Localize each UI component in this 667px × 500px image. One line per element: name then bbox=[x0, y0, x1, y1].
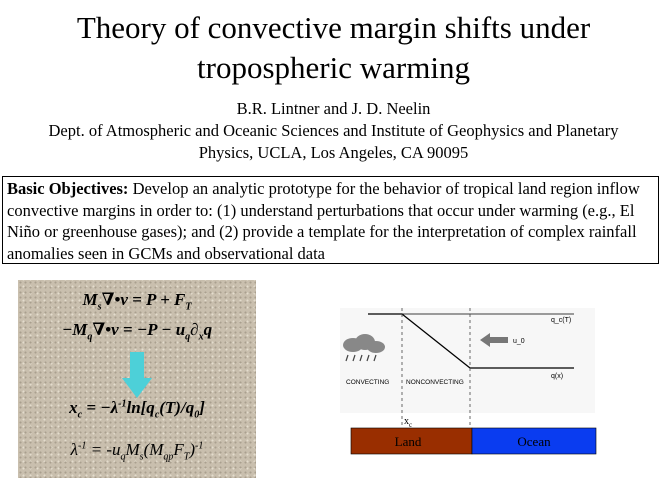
equation-3: xc = −λ-1ln[qc(T)/q0] bbox=[69, 398, 205, 421]
land-bar bbox=[350, 427, 473, 455]
title-line-2: tropospheric warming bbox=[197, 50, 470, 85]
equations-panel: Ms∇•v = P + FT −Mq∇•v = −P − uq∂xq xc = … bbox=[18, 280, 256, 478]
title-line-1: Theory of convective margin shifts under bbox=[76, 10, 591, 45]
qc-label: q_c(T) bbox=[551, 317, 571, 324]
qx-curve bbox=[368, 313, 574, 369]
affiliation: Dept. of Atmospheric and Oceanic Science… bbox=[0, 120, 667, 164]
land-label: Land bbox=[395, 434, 422, 449]
title: Theory of convective margin shifts under… bbox=[0, 8, 667, 88]
wind-arrow-icon bbox=[480, 333, 508, 347]
affiliation-line-1: Dept. of Atmospheric and Oceanic Science… bbox=[48, 121, 619, 140]
objectives-box: Basic Objectives: Develop an analytic pr… bbox=[2, 176, 659, 264]
rain-cloud-icon bbox=[343, 334, 385, 362]
convective-margin-diagram: q_c(T) q(x) u_0 CONVECTING NONCONVECTING… bbox=[340, 308, 597, 455]
xc-label: xc bbox=[404, 416, 412, 429]
diagram-background bbox=[340, 308, 595, 413]
u0-label: u_0 bbox=[513, 338, 525, 345]
objectives-text: Develop an analytic prototype for the be… bbox=[7, 179, 640, 263]
down-arrow-icon bbox=[122, 352, 152, 398]
equation-2: −Mq∇•v = −P − uq∂xq bbox=[61, 320, 213, 343]
equation-1: Ms∇•v = P + FT bbox=[82, 290, 192, 313]
ocean-bar bbox=[471, 427, 597, 455]
equation-4: λ-1 = -uqMs(MqpFT)-1 bbox=[70, 440, 204, 463]
qx-label: q(x) bbox=[551, 373, 563, 380]
ocean-label: Ocean bbox=[517, 434, 551, 449]
objectives-heading: Basic Objectives: bbox=[7, 179, 129, 198]
authors: B.R. Lintner and J. D. Neelin bbox=[236, 99, 431, 118]
affiliation-line-2: Physics, UCLA, Los Angeles, CA 90095 bbox=[198, 143, 469, 162]
nonconvecting-label: NONCONVECTING bbox=[406, 379, 464, 386]
convecting-label: CONVECTING bbox=[346, 379, 389, 386]
